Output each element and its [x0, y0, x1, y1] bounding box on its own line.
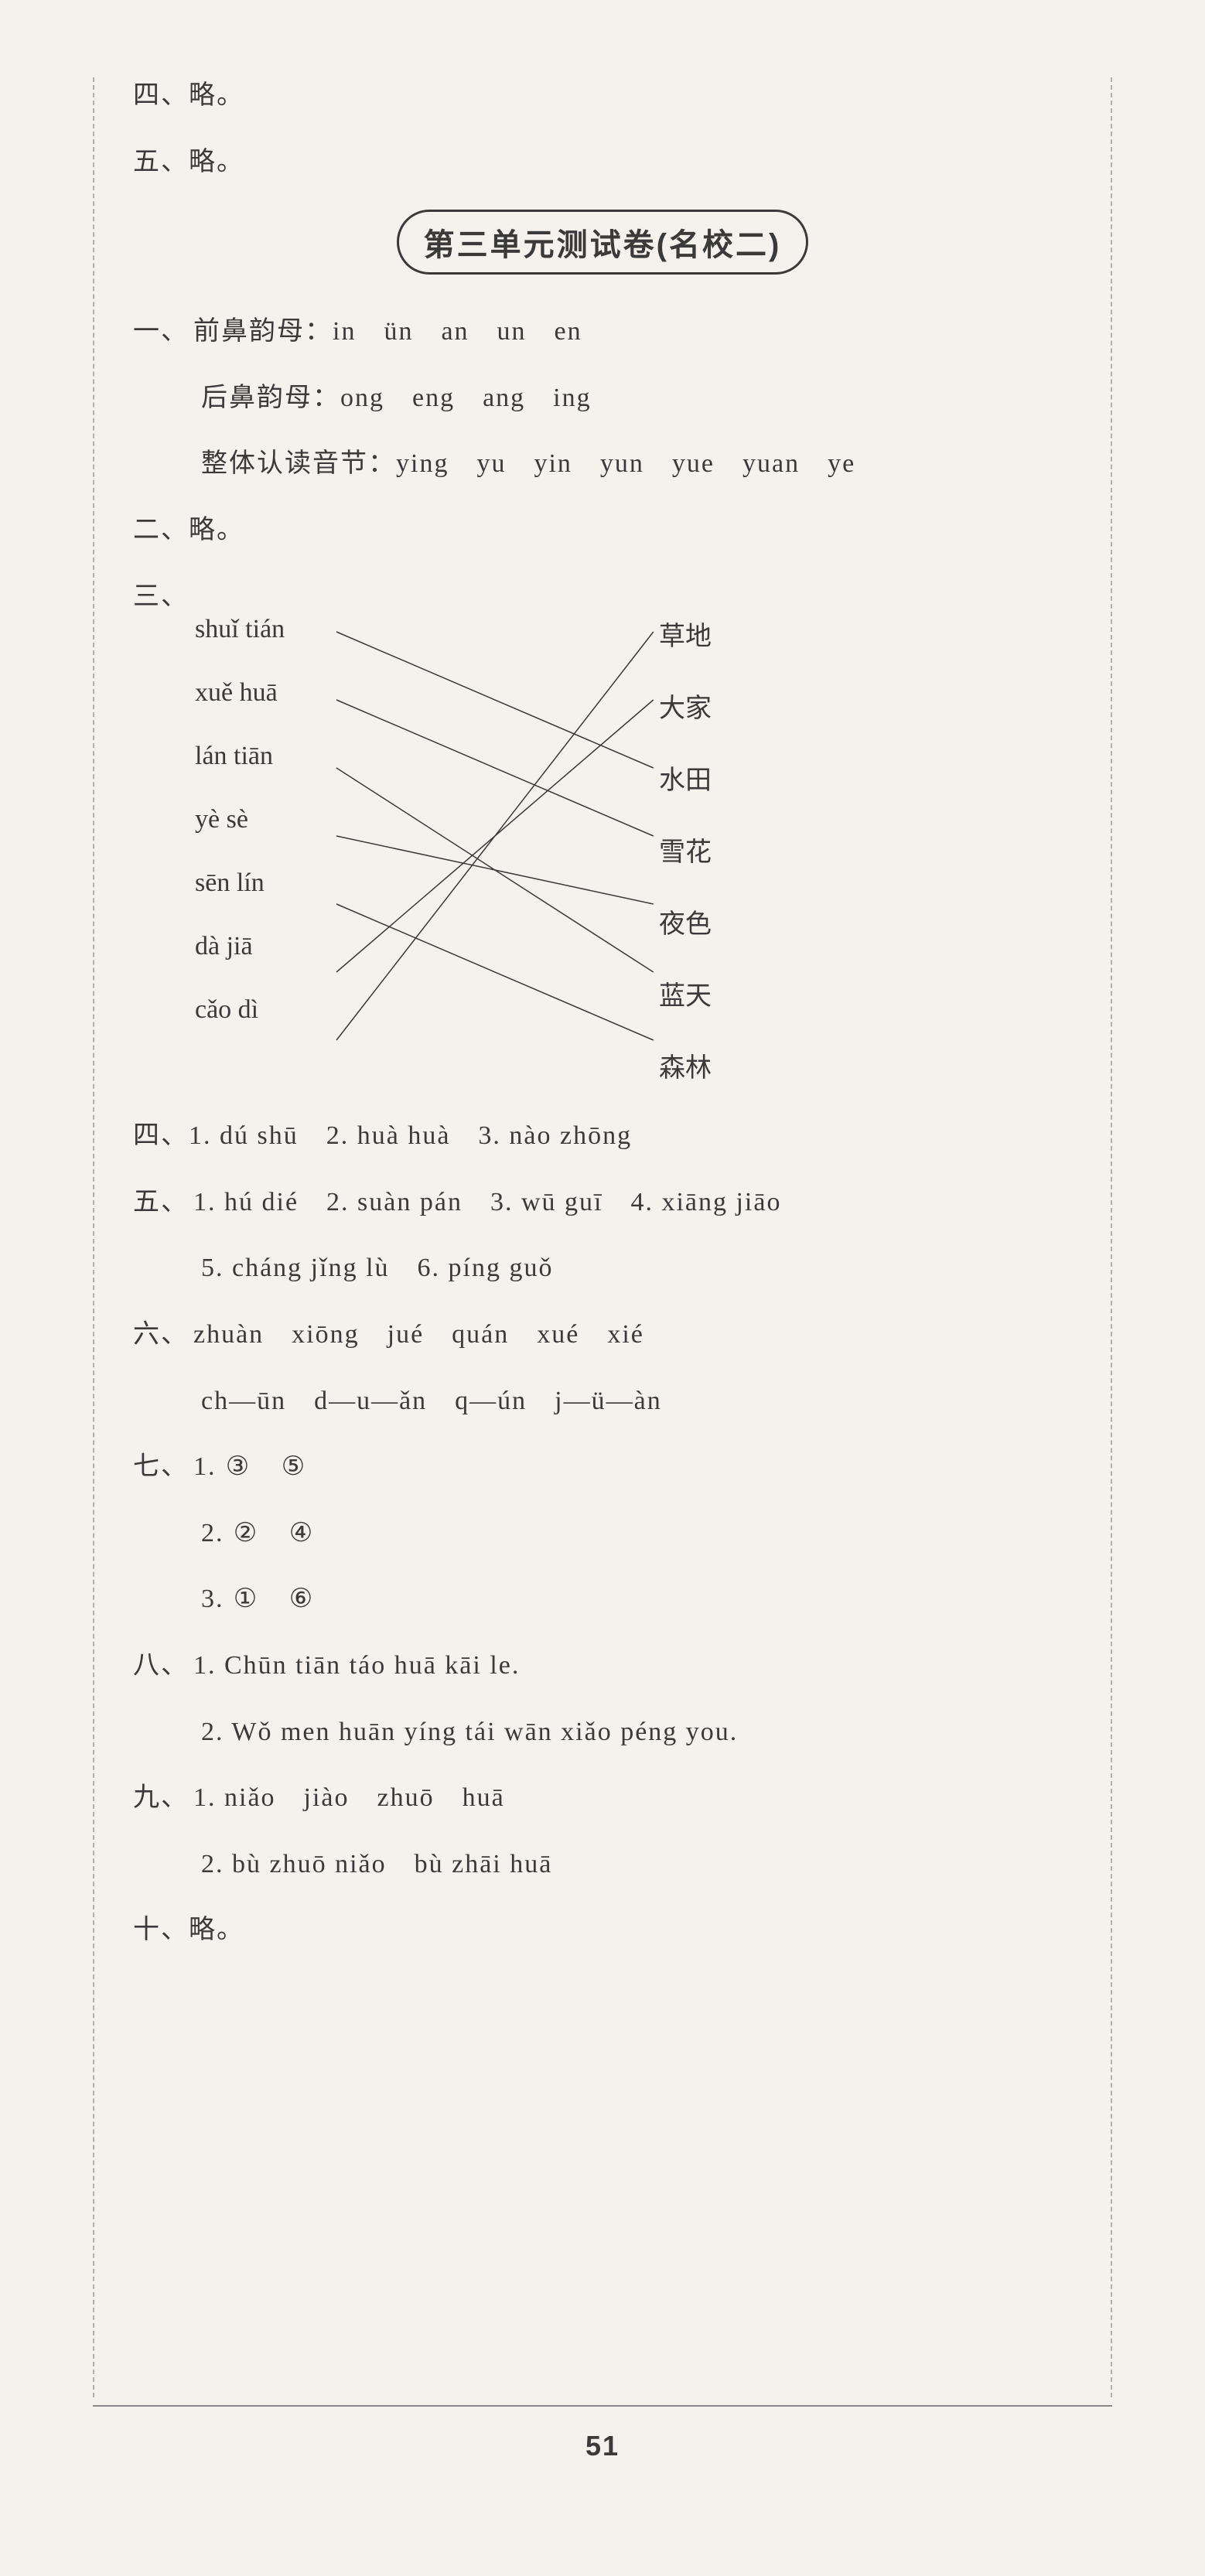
bottom-border: [93, 2405, 1112, 2407]
circled-num: ①: [232, 1581, 260, 1618]
section-3-label: 三、: [133, 578, 189, 616]
section-7-row-2: 2. ② ④: [133, 1515, 1072, 1552]
section-1-row-3: 整体认读音节：ying yu yin yun yue yuan ye: [133, 445, 1072, 483]
section-5-row-1: 五、1. hú dié 2. suàn pán 3. wū guī 4. xiā…: [133, 1184, 1072, 1221]
top-line-1: 四、略。: [133, 77, 1072, 114]
section-8-row-2: 2. Wǒ men huān yíng tái wān xiǎo péng yo…: [133, 1714, 1072, 1751]
section-9-row-2: 2. bù zhuō niǎo bù zhāi huā: [133, 1846, 1072, 1883]
seven-1-num: 1.: [193, 1452, 217, 1481]
match-line: [336, 632, 654, 768]
match-line: [336, 700, 654, 836]
match-right-item: 蓝天: [659, 974, 712, 1012]
match-right-item: 大家: [659, 687, 712, 725]
circled-num: ⑤: [280, 1448, 308, 1486]
section-9-text-1: 1. niǎo jiào zhuō huā: [193, 1783, 505, 1812]
seven-2-num: 2.: [201, 1519, 224, 1547]
unit-title: 第三单元测试卷(名校二): [397, 210, 809, 275]
section-1-row-1: 一、前鼻韵母：in ün an un en: [133, 313, 1072, 350]
top-line-2: 五、略。: [133, 144, 1072, 181]
section-5-label: 五、: [133, 1184, 189, 1221]
section-3-label-row: 三、: [133, 578, 1072, 616]
circled-num: ②: [232, 1515, 260, 1552]
circled-num: ④: [288, 1515, 316, 1552]
seven-3-num: 3.: [201, 1585, 224, 1613]
section-5-text-1: 1. hú dié 2. suàn pán 3. wū guī 4. xiāng…: [193, 1188, 781, 1216]
matching-diagram: shuǐ tián xuě huā lán tiān yè sè sēn lín…: [133, 615, 1072, 1094]
section-10: 十、略。: [133, 1912, 1072, 1949]
match-left-item: yè sè: [195, 805, 285, 834]
match-right-item: 水田: [659, 759, 712, 797]
section-1-label: 一、: [133, 313, 189, 350]
match-left-col: shuǐ tián xuě huā lán tiān yè sè sēn lín…: [195, 615, 285, 1025]
match-left-item: shuǐ tián: [195, 615, 285, 644]
match-right-item: 草地: [659, 615, 712, 653]
section-6-label: 六、: [133, 1316, 189, 1353]
match-right-item: 森林: [659, 1046, 712, 1084]
match-left-item: dà jiā: [195, 932, 285, 961]
section-1-row-2: 后鼻韵母：ong eng ang ing: [133, 380, 1072, 417]
match-line: [336, 904, 654, 1040]
match-right-col: 草地 大家 水田 雪花 夜色 蓝天 森林: [659, 615, 712, 1084]
section-1-text-1: 前鼻韵母：in ün an un en: [193, 317, 582, 346]
section-7-row-1: 七、1. ③ ⑤: [133, 1448, 1072, 1486]
match-line: [336, 836, 654, 904]
match-line: [336, 700, 654, 972]
page-number: 51: [93, 2430, 1112, 2462]
section-7-label: 七、: [133, 1448, 189, 1486]
match-left-item: cǎo dì: [195, 995, 285, 1025]
match-right-item: 雪花: [659, 831, 712, 868]
match-left-item: lán tiān: [195, 742, 285, 771]
section-6-row-2: ch—ūn d—u—ǎn q—ún j—ü—àn: [133, 1383, 1072, 1420]
section-8-row-1: 八、1. Chūn tiān táo huā kāi le.: [133, 1647, 1072, 1684]
circled-num: ③: [224, 1448, 252, 1486]
section-7-row-3: 3. ① ⑥: [133, 1581, 1072, 1618]
section-6-row-1: 六、zhuàn xiōng jué quán xué xié: [133, 1316, 1072, 1353]
match-left-item: xuě huā: [195, 678, 285, 708]
section-8-text-1: 1. Chūn tiān táo huā kāi le.: [193, 1651, 520, 1680]
match-left-item: sēn lín: [195, 868, 285, 898]
section-8-label: 八、: [133, 1647, 189, 1684]
section-5-row-2: 5. cháng jǐng lù 6. píng guǒ: [133, 1250, 1072, 1287]
section-4: 四、1. dú shū 2. huà huà 3. nào zhōng: [133, 1117, 1072, 1155]
title-wrap: 第三单元测试卷(名校二): [133, 210, 1072, 275]
section-9-row-1: 九、1. niǎo jiào zhuō huā: [133, 1779, 1072, 1817]
match-right-item: 夜色: [659, 902, 712, 940]
page-content: 四、略。 五、略。 第三单元测试卷(名校二) 一、前鼻韵母：in ün an u…: [93, 77, 1112, 2397]
section-9-label: 九、: [133, 1779, 189, 1817]
section-6-text-1: zhuàn xiōng jué quán xué xié: [193, 1320, 644, 1349]
section-2: 二、略。: [133, 512, 1072, 549]
match-line: [336, 632, 654, 1040]
match-line: [336, 768, 654, 972]
circled-num: ⑥: [288, 1581, 316, 1618]
